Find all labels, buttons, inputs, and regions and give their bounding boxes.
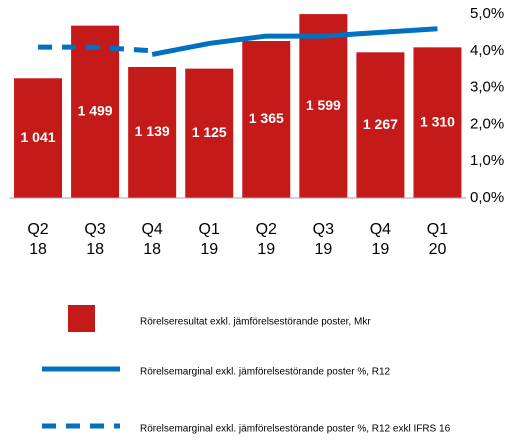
line (38, 44, 153, 54)
x-tick-label: Q1 20 (427, 221, 448, 258)
value-label: 1 499 (78, 103, 113, 119)
x-tick-label: Q3 19 (313, 221, 334, 258)
bar (185, 68, 234, 198)
x-tick-line: Q4 (370, 221, 391, 238)
y2-tick-label: 0,0% (470, 189, 504, 206)
x-tick-line: Q2 (256, 221, 277, 238)
x-tick-line: 19 (372, 241, 390, 258)
x-tick-line: Q4 (141, 221, 162, 238)
x-tick-line: 20 (429, 241, 447, 258)
value-label: 1 139 (135, 123, 170, 139)
x-tick-line: Q3 (84, 221, 105, 238)
x-tick-line: Q2 (27, 221, 48, 238)
value-label: 1 041 (21, 129, 56, 145)
legend-label: Rörelsemarginal exkl. jämförelsestörande… (140, 424, 451, 435)
x-tick-line: 18 (29, 241, 47, 258)
line (151, 26, 438, 57)
value-label: 1 365 (249, 110, 284, 126)
legend-swatch (68, 305, 95, 332)
bar (299, 14, 348, 198)
bar (413, 47, 462, 198)
x-tick-label: Q2 18 (27, 221, 48, 258)
x-tick-line: 19 (314, 241, 332, 258)
bar (356, 52, 405, 198)
bar (128, 67, 177, 198)
x-tick-label: Q4 18 (141, 221, 162, 258)
x-tick-line: 18 (143, 241, 161, 258)
value-label: 1 267 (363, 116, 398, 132)
x-tick-label: Q4 19 (370, 221, 391, 258)
bar (71, 25, 120, 198)
x-tick-line: Q1 (199, 221, 220, 238)
y2-tick-label: 3,0% (470, 79, 504, 96)
y2-tick-label: 2,0% (470, 115, 504, 132)
legend-label: Rörelseresultat exkl. jämförelsestörande… (140, 317, 371, 328)
x-tick-line: 18 (86, 241, 104, 258)
x-tick-label: Q2 19 (256, 221, 277, 258)
x-tick-label: Q3 18 (84, 221, 105, 258)
x-tick-line: 19 (200, 241, 218, 258)
x-tick-label: Q1 19 (199, 221, 220, 258)
x-tick-line: Q1 (427, 221, 448, 238)
x-tick-line: Q3 (313, 221, 334, 238)
x-tick-line: 19 (257, 241, 275, 258)
bar (242, 41, 291, 199)
value-label: 1 310 (420, 113, 455, 129)
bar (14, 78, 63, 198)
y2-tick-label: 1,0% (470, 152, 504, 169)
value-label: 1 599 (306, 97, 341, 113)
y2-tick-label: 5,0% (470, 5, 504, 22)
legend-label: Rörelsemarginal exkl. jämförelsestörande… (140, 367, 391, 378)
y2-tick-label: 4,0% (470, 42, 504, 59)
value-label: 1 125 (192, 124, 227, 140)
